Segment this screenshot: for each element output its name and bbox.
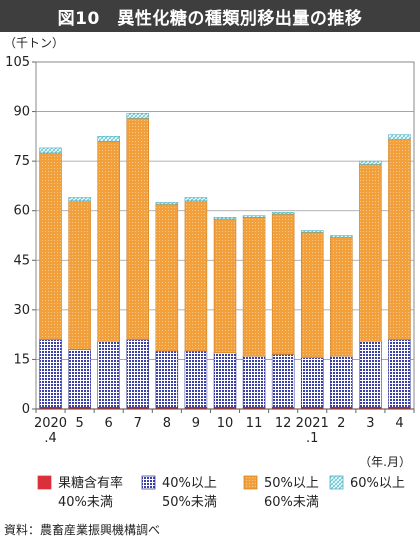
bar-segment: [359, 160, 382, 165]
bar-segment: [39, 152, 62, 340]
bar-segment: [271, 212, 295, 215]
source-note: 資料：農畜産業振興機構調べ: [4, 523, 161, 537]
bar-segment: [330, 355, 353, 408]
bar-segment: [388, 139, 411, 340]
bar-segment: [126, 112, 150, 119]
bar-segment: [213, 352, 237, 408]
bar-segment: [242, 215, 266, 218]
x-tick-label: 9: [192, 416, 200, 431]
bar-segment: [68, 197, 91, 202]
legend-label: 60%未満: [264, 495, 319, 510]
y-tick-label: 45: [13, 253, 30, 268]
bar-segment: [388, 339, 411, 408]
y-unit-label: （千トン）: [4, 36, 64, 50]
bar-segment: [68, 349, 91, 408]
bar-segment: [330, 235, 353, 238]
x-tick-label: 2: [337, 416, 345, 431]
x-unit-label: （年.月）: [359, 455, 411, 469]
legend-label: 60%以上: [350, 476, 405, 491]
legend-swatch: [37, 475, 52, 490]
legend-label: 50%以上: [264, 476, 319, 491]
chart-title: 図10 異性化糖の種類別移出量の推移: [0, 0, 420, 32]
x-tick-label: 5: [75, 416, 83, 431]
y-tick-label: 75: [13, 154, 30, 169]
bar-segment: [97, 341, 120, 408]
legend-label: 果糖含有率: [58, 475, 123, 491]
x-tick-label: 10: [217, 416, 234, 431]
bar-segment: [126, 117, 150, 340]
x-tick-label: 2021: [296, 416, 329, 431]
y-tick-label: 0: [22, 402, 30, 417]
legend-swatch: [329, 475, 344, 490]
bar-segment: [213, 217, 237, 220]
bar-segment: [359, 341, 382, 408]
bar-segment: [126, 339, 150, 408]
bar-segment: [330, 236, 353, 357]
x-tick-label: .4: [44, 431, 56, 446]
bar-segment: [388, 134, 411, 140]
legend-label: 40%以上: [162, 476, 217, 491]
x-tick-label: 4: [395, 416, 403, 431]
x-tick-label: 3: [366, 416, 374, 431]
y-tick-label: 90: [13, 105, 30, 120]
bar-segment: [97, 141, 120, 342]
x-tick-label: 2020: [34, 416, 67, 431]
x-tick-label: 12: [275, 416, 292, 431]
y-tick-label: 105: [5, 55, 30, 70]
bar-segment: [97, 136, 120, 142]
bar-segment: [300, 230, 324, 233]
bar-segment: [184, 200, 208, 352]
x-tick-label: 8: [163, 416, 171, 431]
bar-segment: [300, 231, 324, 359]
axes: 0 15 30 45 60 75 90 105 2020.4 5 6 7 8 9 10 11 12 2021.1 2…: [5, 55, 415, 446]
y-tick-label: 30: [13, 303, 30, 318]
bar-segment: [39, 147, 62, 154]
bar-segment: [39, 339, 62, 408]
bar-segment: [242, 355, 266, 408]
bar-segment: [184, 197, 208, 202]
bars: [39, 112, 411, 410]
bar-segment: [359, 164, 382, 342]
legend-swatch: [141, 475, 156, 490]
bar-segment: [184, 350, 208, 408]
bar-segment: [155, 202, 179, 205]
bar-segment: [271, 213, 295, 355]
bar-segment: [68, 200, 91, 350]
legend: 果糖含有率 40%未満 40%以上 50%未満 50%以上 60%未満 60%以上: [37, 475, 405, 510]
legend-label: 40%未満: [58, 495, 113, 510]
bar-segment: [300, 357, 324, 408]
bar-segment: [271, 354, 295, 408]
bar-segment: [155, 203, 179, 352]
legend-label: 50%未満: [162, 495, 217, 510]
x-tick-label: 11: [246, 416, 263, 431]
bar-segment: [213, 218, 237, 354]
x-tick-label: .1: [306, 431, 318, 446]
x-tick-label: 6: [105, 416, 113, 431]
y-tick-label: 60: [13, 204, 30, 219]
bar-segment: [155, 350, 179, 408]
bar-segment: [242, 217, 266, 357]
x-tick-label: 7: [134, 416, 142, 431]
legend-swatch: [243, 475, 258, 490]
y-tick-label: 15: [13, 352, 30, 367]
